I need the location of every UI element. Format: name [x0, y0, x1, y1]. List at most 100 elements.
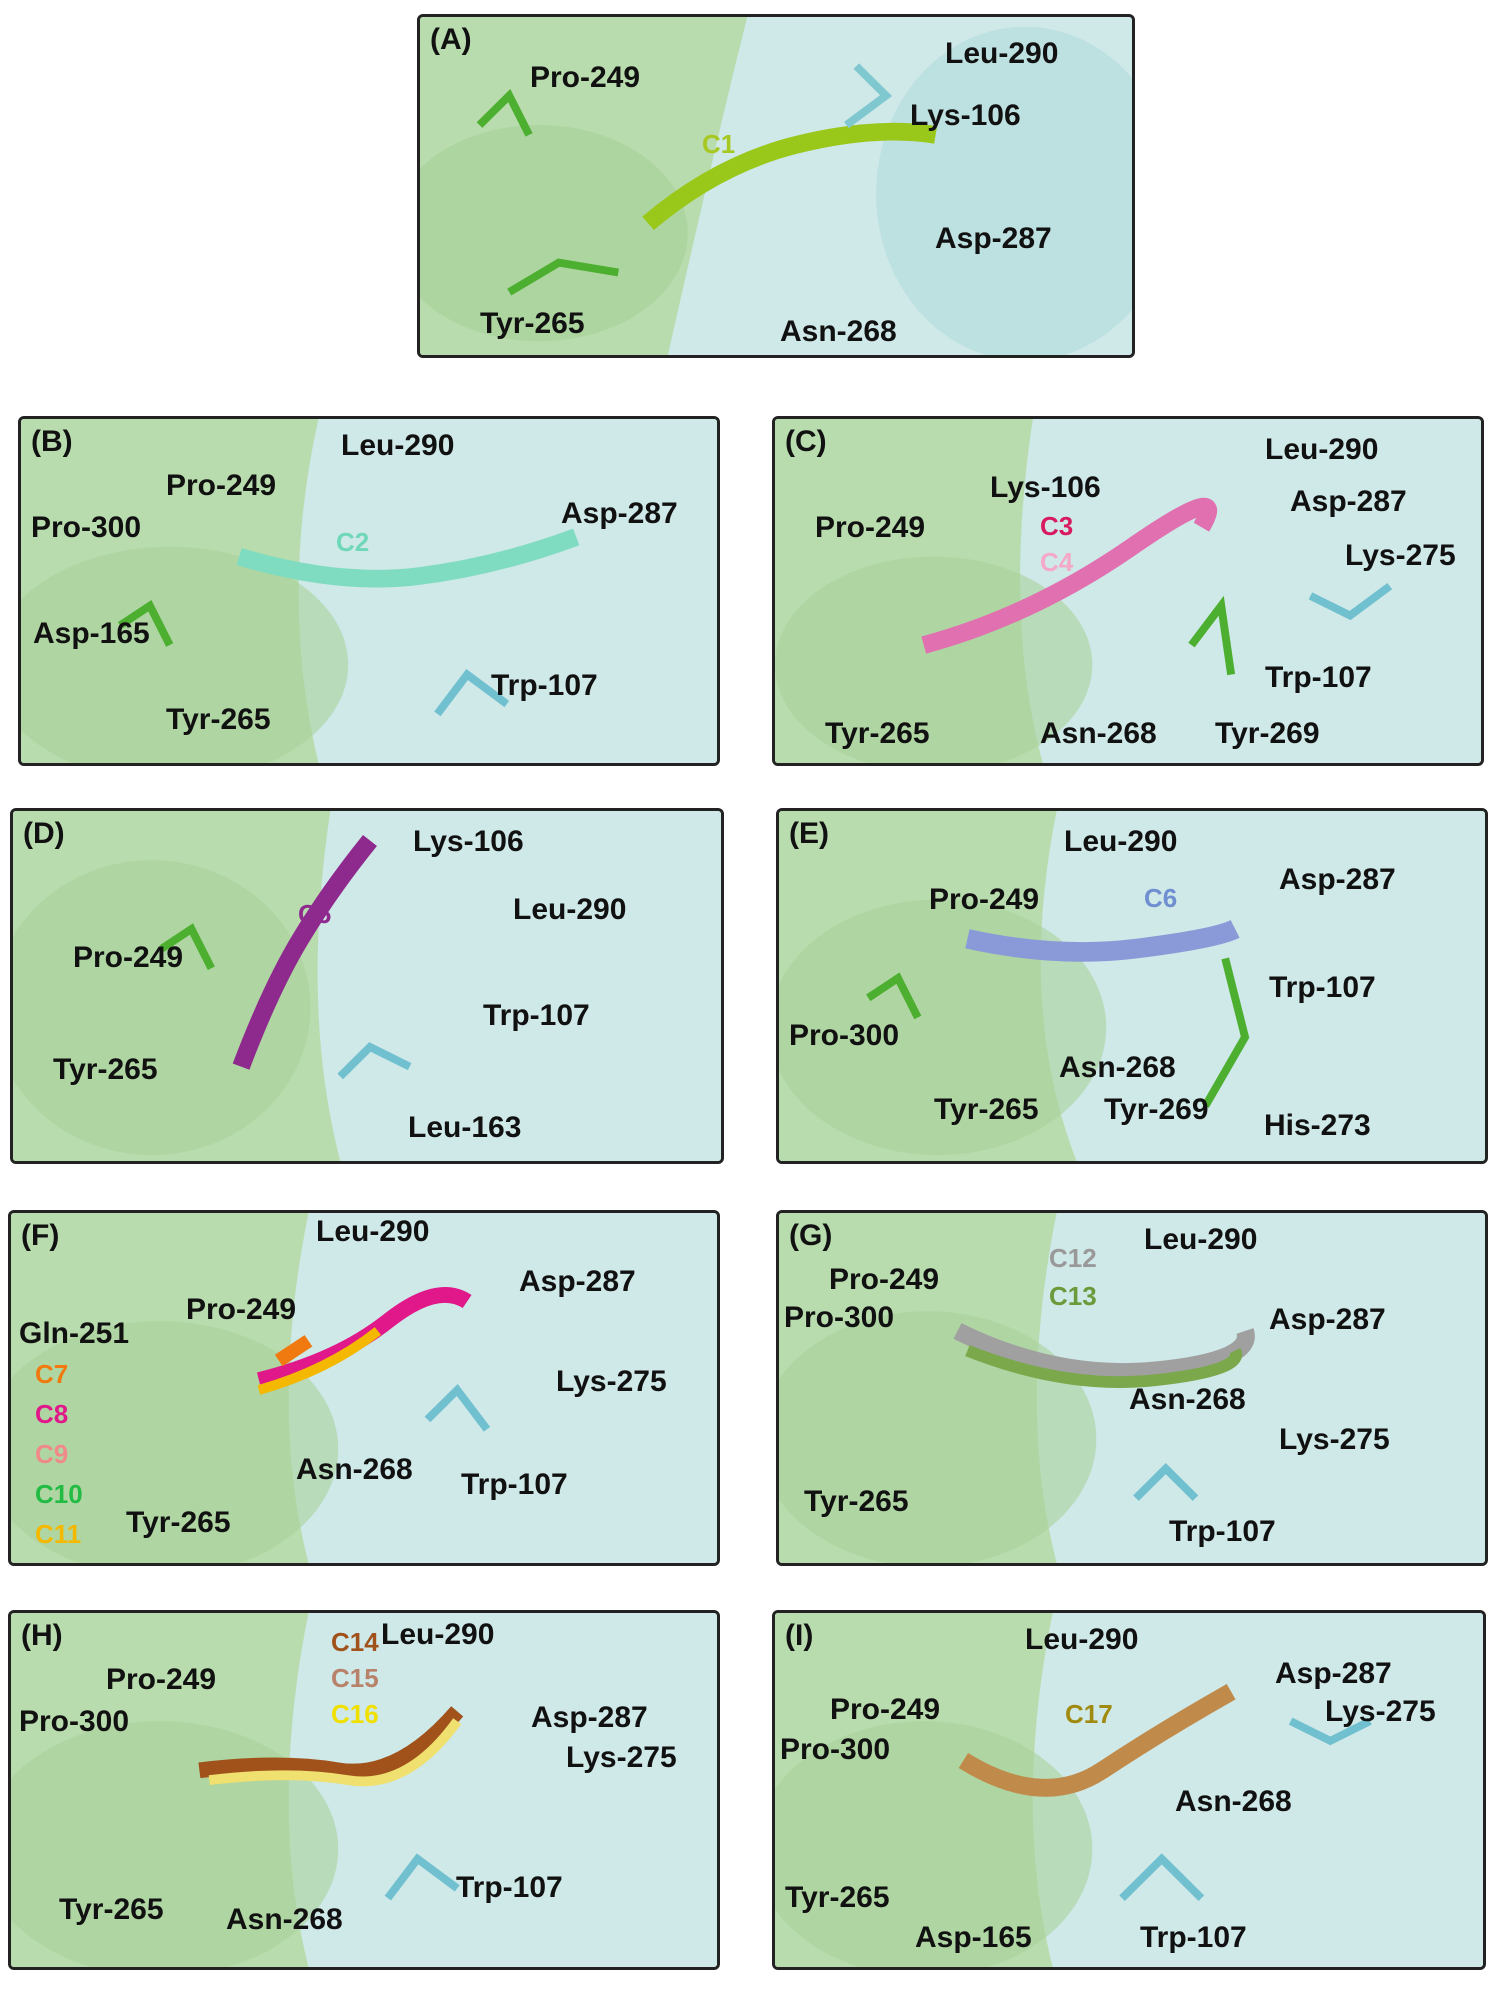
residue-label: Pro-249: [106, 1663, 217, 1696]
residue-label: Asp-287: [531, 1701, 648, 1734]
ligand-label: C14: [331, 1627, 379, 1657]
protein-structure-image: [779, 1213, 1485, 1563]
ligand-label: C9: [35, 1439, 69, 1469]
protein-structure-image: [420, 17, 1132, 355]
residue-label: Tyr-265: [804, 1485, 909, 1518]
residue-label: Trp-107: [1140, 1921, 1247, 1954]
residue-label: Leu-163: [408, 1111, 522, 1144]
residue-label: Pro-249: [530, 61, 641, 94]
panel-label: (A): [430, 23, 472, 56]
residue-label: Lys-275: [1345, 539, 1456, 572]
residue-label: Pro-300: [19, 1705, 130, 1738]
protein-structure-image: [11, 1613, 717, 1967]
residue-label: Trp-107: [461, 1468, 568, 1501]
ligand-label: C16: [331, 1699, 379, 1729]
residue-label: Pro-249: [166, 469, 277, 502]
residue-label: Asn-268: [1175, 1785, 1292, 1818]
residue-label: Asp-287: [1275, 1657, 1392, 1690]
residue-label: Pro-300: [31, 511, 142, 544]
residue-label: Trp-107: [1169, 1515, 1276, 1548]
panel-label: (C): [785, 425, 827, 458]
residue-label: Asn-268: [296, 1453, 413, 1486]
ligand-label: C6: [1144, 883, 1178, 913]
residue-label: Asp-287: [519, 1265, 636, 1298]
residue-label: Tyr-265: [825, 717, 930, 750]
protein-structure-image: [775, 419, 1481, 763]
residue-label: Lys-275: [566, 1741, 677, 1774]
residue-label: Tyr-265: [166, 703, 271, 736]
residue-label: Lys-275: [1325, 1695, 1436, 1728]
residue-label: Lys-106: [990, 471, 1101, 504]
protein-structure-image: [13, 811, 721, 1161]
panel-label: (G): [789, 1219, 833, 1252]
residue-label: Pro-249: [929, 883, 1040, 916]
panel-h: (H) Leu-290 Pro-249 Asp-287 Pro-300 Lys-…: [8, 1610, 720, 1970]
ligand-label: C13: [1049, 1281, 1097, 1311]
residue-label: Pro-249: [829, 1263, 940, 1296]
ligand-label: C10: [35, 1479, 83, 1509]
protein-structure-image: [775, 1613, 1483, 1967]
residue-label: Pro-249: [830, 1693, 941, 1726]
panel-c: (C) Leu-290 Lys-106 Asp-287 Pro-249 Lys-…: [772, 416, 1484, 766]
residue-label: Asn-268: [1040, 717, 1157, 750]
ligand-label: C12: [1049, 1243, 1097, 1273]
ligand-label: C17: [1065, 1699, 1113, 1729]
residue-label: Leu-290: [381, 1618, 495, 1651]
residue-label: Tyr-269: [1104, 1093, 1209, 1126]
residue-label: Trp-107: [1269, 971, 1376, 1004]
protein-structure-image: [21, 419, 717, 763]
ligand-label: C15: [331, 1663, 379, 1693]
protein-structure-image: [11, 1213, 717, 1563]
panel-f: (F) Leu-290 Asp-287 Pro-249 Gln-251 Lys-…: [8, 1210, 720, 1566]
residue-label: Lys-106: [910, 99, 1021, 132]
panel-label: (E): [789, 817, 829, 850]
residue-label: Trp-107: [491, 669, 598, 702]
residue-label: Pro-249: [73, 941, 184, 974]
residue-label: Gln-251: [19, 1317, 130, 1350]
ligand-label: C7: [35, 1359, 69, 1389]
residue-label: Tyr-265: [934, 1093, 1039, 1126]
panel-label: (I): [785, 1619, 814, 1652]
residue-label: Tyr-265: [59, 1893, 164, 1926]
panel-d: (D) Lys-106 Leu-290 Pro-249 Trp-107 Tyr-…: [10, 808, 724, 1164]
panel-g: (G) Leu-290 Pro-249 Pro-300 Asp-287 Asn-…: [776, 1210, 1488, 1566]
ligand-label: C3: [1040, 511, 1074, 541]
residue-label: Leu-290: [513, 893, 627, 926]
residue-label: Trp-107: [456, 1871, 563, 1904]
panel-b: (B) Leu-290 Pro-249 Asp-287 Pro-300 Asp-…: [18, 416, 720, 766]
residue-label: Asn-268: [226, 1903, 343, 1936]
residue-label: Leu-290: [316, 1215, 430, 1248]
residue-label: Pro-249: [186, 1293, 297, 1326]
panel-i: (I) Leu-290 Asp-287 Pro-249 Lys-275 Pro-…: [772, 1610, 1486, 1970]
residue-label: Asp-287: [1290, 485, 1407, 518]
residue-label: Asn-268: [780, 315, 897, 348]
residue-label: Asp-287: [935, 222, 1052, 255]
residue-label: Pro-300: [789, 1019, 900, 1052]
residue-label: Pro-300: [780, 1733, 891, 1766]
residue-label: Leu-290: [945, 37, 1059, 70]
residue-label: Tyr-265: [480, 307, 585, 340]
residue-label: Lys-275: [556, 1365, 667, 1398]
residue-label: Asp-287: [1279, 863, 1396, 896]
panel-label: (B): [31, 425, 73, 458]
residue-label: Leu-290: [1144, 1223, 1258, 1256]
residue-label: Tyr-265: [126, 1506, 231, 1539]
residue-label: Lys-106: [413, 825, 524, 858]
ligand-label: C5: [298, 899, 332, 929]
panel-a: (A) Pro-249 Leu-290 Lys-106 Asp-287 Tyr-…: [417, 14, 1135, 358]
panel-label: (D): [23, 817, 65, 850]
panel-label: (F): [21, 1219, 60, 1252]
residue-label: Asp-165: [915, 1921, 1032, 1954]
protein-structure-image: [779, 811, 1485, 1161]
residue-label: Leu-290: [341, 429, 455, 462]
residue-label: Leu-290: [1025, 1623, 1139, 1656]
ligand-label: C11: [35, 1519, 82, 1549]
ligand-label: C1: [702, 129, 736, 159]
residue-label: Tyr-269: [1215, 717, 1320, 750]
panel-e: (E) Leu-290 Asp-287 Pro-249 Trp-107 Pro-…: [776, 808, 1488, 1164]
residue-label: Asn-268: [1129, 1383, 1246, 1416]
residue-label: Lys-275: [1279, 1423, 1390, 1456]
panel-label: (H): [21, 1619, 63, 1652]
residue-label: Leu-290: [1064, 825, 1178, 858]
residue-label: Tyr-265: [785, 1881, 890, 1914]
